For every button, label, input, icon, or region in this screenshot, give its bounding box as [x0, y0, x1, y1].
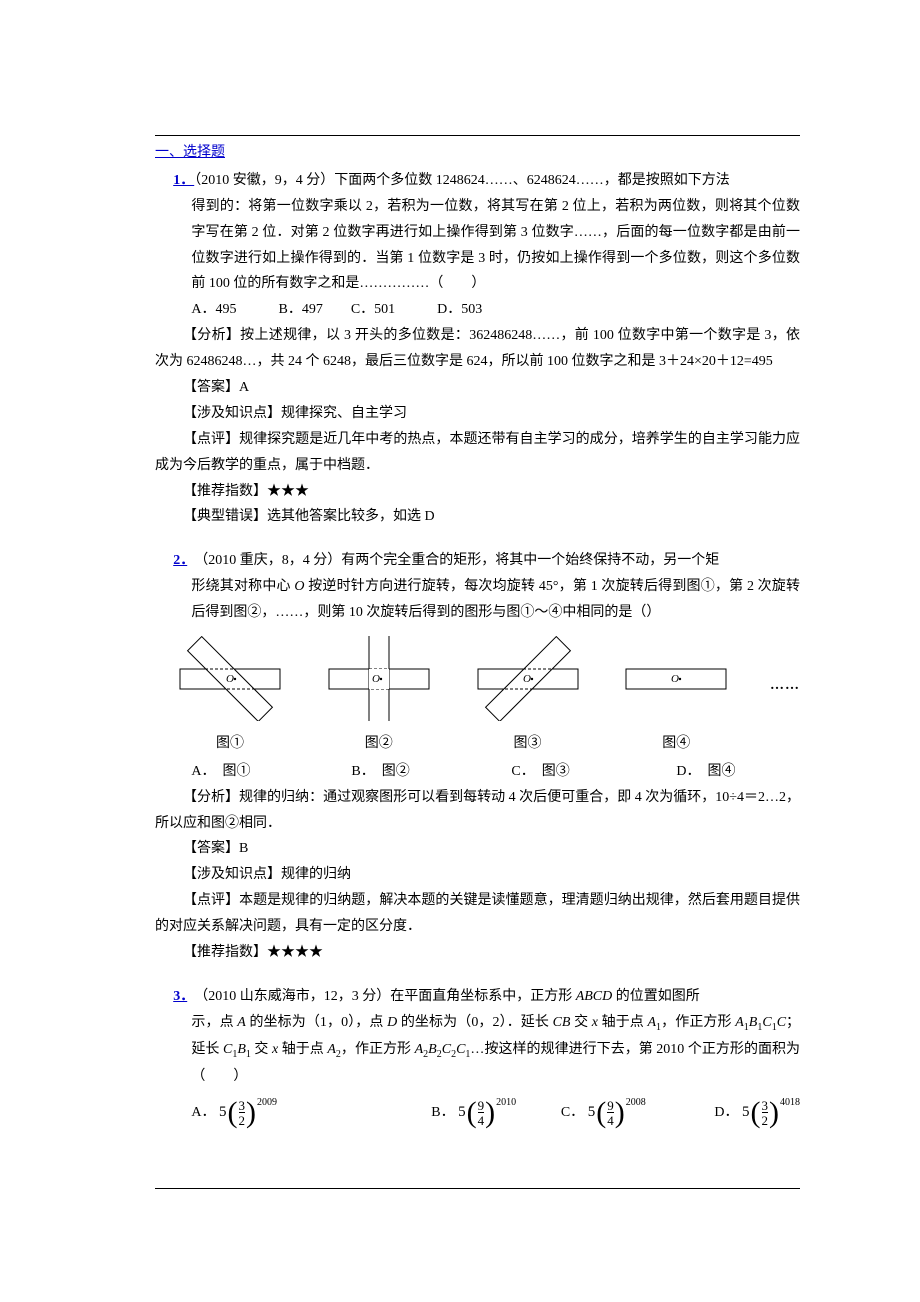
q3-choice-a-expr: 5(32)2009 — [219, 1098, 277, 1128]
q2-comment: 【点评】本题是规律的归纳题，解决本题的关键是读懂题意，理清题归纳出规律，然后套用… — [155, 888, 800, 940]
diagram-1: O 图① — [175, 636, 285, 757]
diagram-4-label: 图④ — [621, 731, 731, 757]
q3-choice-d-label: D． — [714, 1100, 738, 1126]
q3-choice-a-label: A． — [191, 1100, 215, 1126]
q2-choice-c: C． 图③ — [511, 759, 676, 785]
diagram-4: O 图④ — [621, 636, 731, 757]
q2-analysis: 【分析】规律的归纳：通过观察图形可以看到每转动 4 次后便可重合，即 4 次为循… — [155, 785, 800, 837]
diagram-2-label: 图② — [324, 731, 434, 757]
section-heading: 一、选择题 — [155, 140, 800, 166]
q1-answer: 【答案】A — [155, 375, 800, 401]
question-2: 2． （2010 重庆，8，4 分）有两个完全重合的矩形，将其中一个始终保持不动… — [155, 548, 800, 966]
svg-text:O: O — [523, 673, 531, 685]
q2-mc-row: A． 图① B． 图② C． 图③ D． 图④ — [155, 759, 800, 785]
svg-text:O: O — [226, 673, 234, 685]
q1-typical-error: 【典型错误】选其他答案比较多，如选 D — [155, 504, 800, 530]
diagram-3: O 图③ — [473, 636, 583, 757]
question-1: 1．（2010 安徽，9，4 分）下面两个多位数 1248624……、62486… — [155, 168, 800, 530]
q1-recommendation: 【推荐指数】★★★ — [155, 479, 800, 505]
q1-stem-line1: （2010 安徽，9，4 分）下面两个多位数 1248624……、6248624… — [194, 173, 730, 188]
diagram-ellipsis: …… — [770, 673, 800, 719]
svg-text:O: O — [671, 673, 679, 685]
q3-stem-line1: （2010 山东威海市，12，3 分）在平面直角坐标系中，正方形 ABCD 的位… — [201, 989, 700, 1004]
q2-stem-line1: （2010 重庆，8，4 分）有两个完全重合的矩形，将其中一个始终保持不动，另一… — [201, 553, 719, 568]
q1-number: 1． — [173, 173, 194, 188]
q2-number: 2． — [173, 553, 187, 568]
q3-choice-d-expr: 5(32)4018 — [742, 1098, 800, 1128]
q1-stem-rest: 得到的：将第一位数字乘以 2，若积为一位数，将其写在第 2 位上，若积为两位数，… — [155, 194, 800, 298]
diagram-3-label: 图③ — [473, 731, 583, 757]
q1-points: 【涉及知识点】规律探究、自主学习 — [155, 401, 800, 427]
q2-points: 【涉及知识点】规律的归纳 — [155, 862, 800, 888]
q3-choice-b-label: B． — [431, 1100, 454, 1126]
q3-choice-b-expr: 5(94)2010 — [458, 1098, 516, 1128]
diagram-1-svg: O — [175, 636, 285, 721]
q1-analysis: 【分析】按上述规律，以 3 开头的多位数是：362486248……，前 100 … — [155, 323, 800, 375]
q1-choices: A．495 B．497 C．501 D．503 — [155, 297, 800, 323]
svg-text:O: O — [372, 673, 380, 685]
q2-recommendation: 【推荐指数】★★★★ — [155, 940, 800, 966]
q1-comment: 【点评】规律探究题是近几年中考的热点，本题还带有自主学习的成分，培养学生的自主学… — [155, 427, 800, 479]
q2-choice-d: D． 图④ — [676, 759, 735, 785]
q2-answer: 【答案】B — [155, 836, 800, 862]
diagram-3-svg: O — [473, 636, 583, 721]
q3-stem-rest: 示，点 A 的坐标为（1，0），点 D 的坐标为（0，2）．延长 CB 交 x … — [155, 1010, 800, 1090]
diagram-4-svg: O — [621, 636, 731, 721]
q3-choice-c-label: C． — [561, 1100, 584, 1126]
bottom-rule — [155, 1188, 800, 1189]
q2-choice-a: A． 图① — [191, 759, 351, 785]
page: 一、选择题 1．（2010 安徽，9，4 分）下面两个多位数 1248624……… — [0, 0, 920, 1259]
q2-choice-b: B． 图② — [351, 759, 511, 785]
q3-choice-c-expr: 5(94)2008 — [588, 1098, 646, 1128]
question-3: 3． （2010 山东威海市，12，3 分）在平面直角坐标系中，正方形 ABCD… — [155, 984, 800, 1128]
q3-choices: A． 5(32)2009 B． 5(94)2010 C． 5(94)2008 D… — [155, 1098, 800, 1128]
diagram-1-label: 图① — [175, 731, 285, 757]
q2-diagrams: O 图① O 图② — [175, 636, 800, 757]
top-rule — [155, 135, 800, 136]
q3-number: 3． — [173, 989, 187, 1004]
diagram-2-svg: O — [324, 636, 434, 721]
diagram-2: O 图② — [324, 636, 434, 757]
q2-stem-rest: 形绕其对称中心 O 按逆时针方向进行旋转，每次均旋转 45°，第 1 次旋转后得… — [155, 574, 800, 626]
